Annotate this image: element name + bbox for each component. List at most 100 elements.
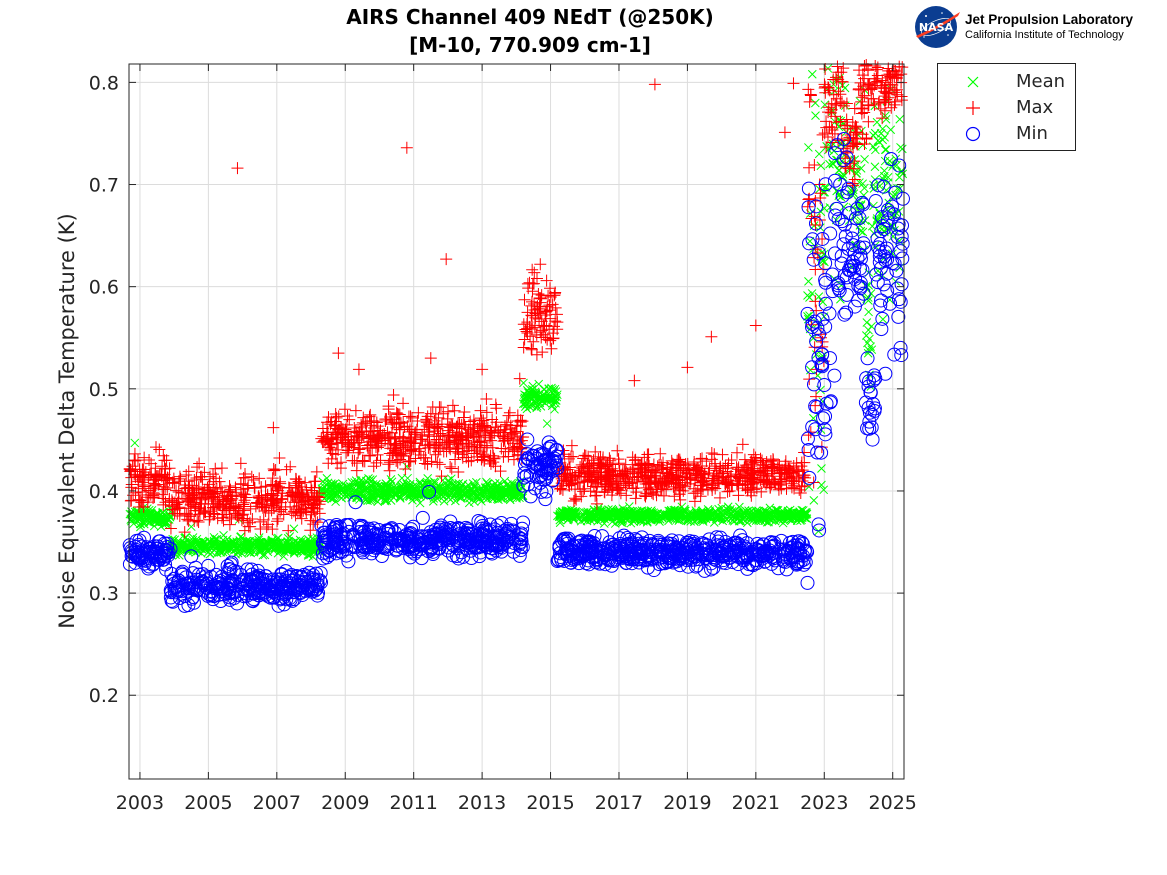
max-point (497, 450, 510, 463)
mean-point (386, 474, 396, 484)
mean-point (870, 162, 880, 172)
mean-point (337, 493, 346, 503)
mean-point (807, 69, 817, 79)
max-point (352, 363, 365, 376)
mean-point (337, 485, 347, 495)
mean-point (334, 481, 344, 490)
max-point (424, 352, 437, 365)
mean-point (472, 491, 482, 501)
max-point (231, 162, 244, 175)
mean-point (192, 537, 202, 547)
mean-point (547, 383, 556, 393)
mean-point (215, 547, 225, 557)
mean-point (387, 485, 396, 494)
max-point (705, 330, 718, 343)
mean-point (361, 494, 371, 504)
max-point (404, 454, 417, 467)
mean-point (350, 486, 360, 496)
mean-point (550, 404, 559, 414)
jpl-subtitle: California Institute of Technology (965, 29, 1124, 41)
nasa-meatball-icon: NASA (915, 6, 960, 48)
mean-point (218, 547, 228, 557)
mean-point (415, 477, 425, 487)
mean-point (284, 539, 294, 549)
mean-point (207, 541, 216, 551)
max-point (458, 406, 471, 419)
max-point (820, 121, 833, 134)
max-point (648, 78, 661, 91)
mean-point (204, 547, 213, 557)
mean-point (552, 392, 562, 402)
max-point (349, 404, 362, 417)
mean-point (186, 540, 196, 550)
mean-point (855, 221, 865, 230)
max-point (247, 473, 260, 486)
mean-point (469, 486, 479, 496)
max-point (530, 348, 543, 361)
mean-point (397, 481, 407, 491)
mean-point (356, 476, 366, 486)
max-point (476, 363, 489, 376)
mean-point (159, 515, 169, 524)
mean-point (398, 484, 407, 494)
mean-point (831, 155, 841, 165)
mean-point (322, 487, 332, 496)
chart-title-line2: [M-10, 770.909 cm-1] (409, 33, 651, 57)
max-point (397, 397, 410, 410)
mean-point (878, 314, 888, 324)
max-point (819, 63, 832, 76)
mean-point (281, 544, 290, 554)
mean-point (494, 495, 503, 505)
max-point (778, 126, 791, 139)
mean-point (368, 475, 378, 484)
mean-point (254, 535, 263, 545)
mean-point (527, 386, 536, 396)
max-point (260, 520, 273, 533)
mean-point (244, 547, 254, 557)
mean-point (478, 485, 488, 495)
max-point (282, 524, 295, 537)
mean-point (416, 489, 426, 499)
mean-point (491, 487, 501, 496)
mean-point (810, 98, 820, 108)
jpl-logo: NASA Jet Propulsion Laboratory Californi… (912, 4, 1162, 50)
max-point (124, 465, 137, 478)
mean-point (811, 111, 820, 120)
mean-point (385, 482, 395, 492)
max-point (392, 408, 405, 421)
mean-point (438, 475, 448, 485)
mean-point (422, 484, 432, 494)
max-point (876, 112, 889, 125)
mean-point (136, 522, 145, 532)
max-point (502, 409, 515, 422)
max-point (444, 460, 457, 473)
mean-point (432, 483, 441, 492)
mean-point (397, 473, 407, 483)
max-point (224, 483, 237, 496)
mean-point (494, 486, 504, 496)
mean-point (232, 543, 241, 553)
mean-point (380, 496, 390, 506)
mean-point (816, 161, 826, 171)
max-point (431, 456, 444, 469)
mean-point (260, 550, 270, 560)
mean-point (233, 548, 243, 558)
mean-point (447, 488, 457, 498)
mean-point (369, 494, 379, 504)
max-point (749, 319, 762, 332)
mean-point (809, 496, 819, 505)
max-point (400, 141, 413, 154)
series-max (123, 58, 909, 539)
mean-point (440, 486, 450, 496)
max-point (628, 374, 641, 387)
max-point (215, 462, 228, 475)
mean-point (126, 515, 136, 524)
mean-point (430, 478, 440, 487)
max-point (193, 457, 206, 470)
mean-point (363, 487, 372, 497)
max-point (565, 439, 578, 452)
max-point (280, 463, 293, 476)
mean-point (323, 478, 333, 488)
mean-point (534, 379, 544, 389)
mean-point (552, 390, 562, 400)
